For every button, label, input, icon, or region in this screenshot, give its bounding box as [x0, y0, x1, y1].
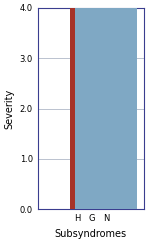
Bar [75, 8, 137, 209]
Bar [85, 8, 98, 209]
Bar [70, 8, 84, 209]
X-axis label: Subsyndromes: Subsyndromes [55, 229, 127, 239]
Y-axis label: Severity: Severity [4, 88, 14, 129]
